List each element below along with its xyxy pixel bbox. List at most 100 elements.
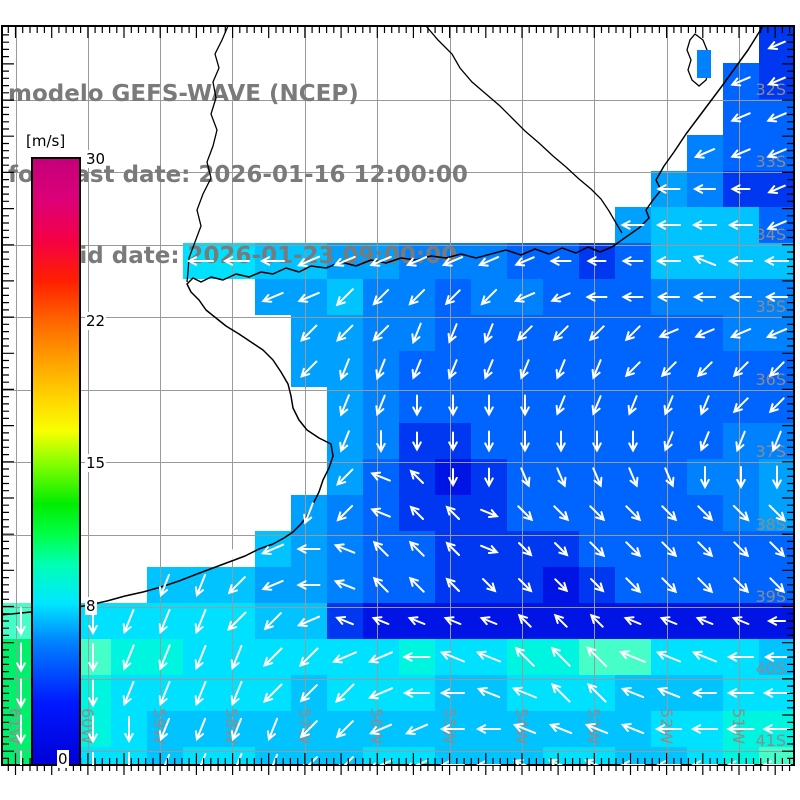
- field-cell: [651, 603, 687, 639]
- field-cell: [291, 351, 327, 387]
- field-cell: [615, 531, 651, 567]
- field-cell: [363, 675, 399, 711]
- field-cell: [255, 531, 291, 567]
- field-cell: [687, 171, 723, 207]
- field-cell: [363, 639, 399, 675]
- lat-label-36S: 36S: [755, 370, 786, 389]
- field-cell: [111, 675, 147, 711]
- field-cell: [255, 603, 291, 639]
- field-cell: [219, 603, 255, 639]
- field-cell: [471, 675, 507, 711]
- field-cell: [687, 459, 723, 495]
- field-cell: [111, 711, 147, 747]
- field-cell: [615, 423, 651, 459]
- field-cell: [723, 603, 759, 639]
- field-cell: [363, 567, 399, 603]
- field-cell: [255, 675, 291, 711]
- lon-label-52W: 52W: [657, 708, 676, 745]
- field-cell: [507, 747, 543, 764]
- gridline-lon-52W: [667, 27, 668, 765]
- lon-label-58W: 58W: [222, 708, 241, 745]
- field-cell: [399, 351, 435, 387]
- field-cell: [579, 459, 615, 495]
- field-cell: [147, 639, 183, 675]
- field-cell: [651, 639, 687, 675]
- field-cell: [723, 171, 759, 207]
- field-cell: [651, 243, 687, 279]
- field-cell: [435, 351, 471, 387]
- field-cell: [183, 639, 219, 675]
- field-cell: [507, 531, 543, 567]
- field-cell: [723, 243, 759, 279]
- field-cell: [471, 459, 507, 495]
- field-cell: [435, 495, 471, 531]
- field-cell: [435, 747, 471, 764]
- field-cell: [759, 603, 793, 639]
- field-cell: [615, 603, 651, 639]
- lon-label-51W: 51W: [729, 708, 748, 745]
- field-cell: [543, 711, 579, 747]
- field-cell: [687, 531, 723, 567]
- field-cell: [471, 243, 507, 279]
- field-cell: [255, 711, 291, 747]
- field-cell: [327, 675, 363, 711]
- field-cell: [507, 351, 543, 387]
- field-cell: [471, 747, 507, 764]
- field-cell: [327, 351, 363, 387]
- field-cell: [399, 603, 435, 639]
- gridline-lon-51W: [739, 27, 740, 765]
- field-cell: [507, 423, 543, 459]
- field-cell: [327, 531, 363, 567]
- field-cell: [687, 675, 723, 711]
- field-cell: [687, 603, 723, 639]
- lon-label-60W: 60W: [78, 708, 97, 745]
- field-cell: [183, 747, 219, 764]
- field-cell: [543, 495, 579, 531]
- field-cell: [687, 639, 723, 675]
- field-cell: [291, 603, 327, 639]
- field-cell: [687, 747, 723, 764]
- field-cell: [219, 567, 255, 603]
- field-cell: [543, 279, 579, 315]
- field-cell: [363, 387, 399, 423]
- field-cell: [507, 603, 543, 639]
- field-cell: [759, 171, 793, 207]
- lat-label-34S: 34S: [755, 225, 786, 244]
- field-cell: [543, 243, 579, 279]
- field-cell: [687, 279, 723, 315]
- field-cell: [651, 567, 687, 603]
- field-cell: [687, 243, 723, 279]
- field-cell: [651, 207, 687, 243]
- field-cell: [435, 423, 471, 459]
- field-cell: [327, 423, 363, 459]
- field-cell: [543, 639, 579, 675]
- field-cell: [615, 495, 651, 531]
- lat-label-33S: 33S: [755, 152, 786, 171]
- field-cell: [435, 675, 471, 711]
- field-cell: [291, 495, 327, 531]
- model-name: modelo GEFS-WAVE (NCEP): [8, 81, 359, 107]
- field-cell: [651, 279, 687, 315]
- field-cell: [183, 711, 219, 747]
- field-cell: [723, 675, 759, 711]
- field-cell: [651, 495, 687, 531]
- field-cell: [363, 459, 399, 495]
- field-cell: [399, 567, 435, 603]
- field-cell: [543, 423, 579, 459]
- field-cell: [579, 387, 615, 423]
- gridline-lat-37S: [3, 462, 793, 463]
- gridline-lat-38S: [3, 535, 793, 536]
- field-cell: [651, 171, 687, 207]
- field-cell: [651, 675, 687, 711]
- field-cell: [291, 567, 327, 603]
- field-cell: [255, 567, 291, 603]
- field-cell: [327, 567, 363, 603]
- field-cell: [507, 639, 543, 675]
- field-cell: [147, 567, 183, 603]
- field-cell: [219, 747, 255, 764]
- field-cell: [399, 711, 435, 747]
- field-cell: [615, 315, 651, 351]
- field-cell: [651, 315, 687, 351]
- field-cell: [471, 387, 507, 423]
- field-cell: [759, 675, 793, 711]
